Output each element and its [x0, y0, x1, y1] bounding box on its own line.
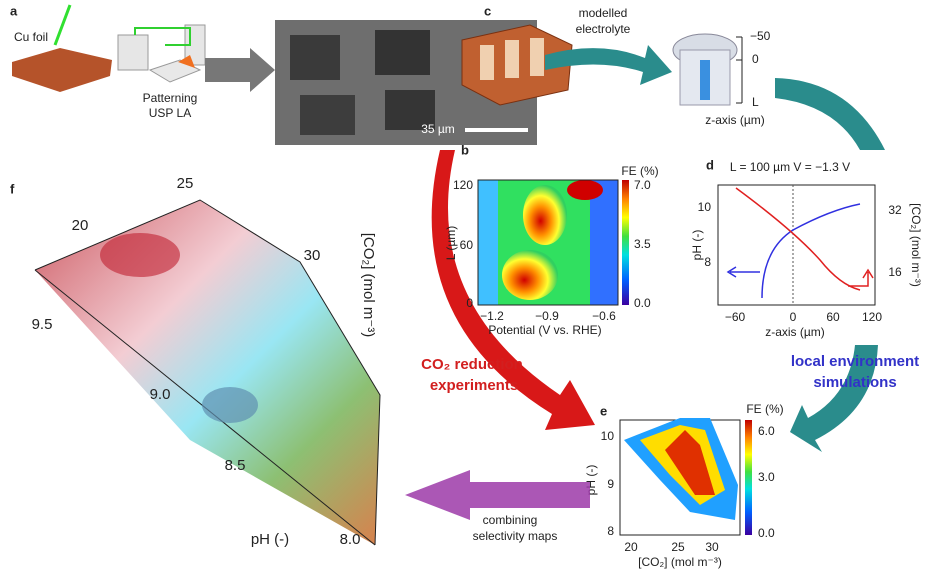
panel-b: b FE (%) 7.0 3.5 0.0 120 60 0 L (µm) −1.… [421, 142, 659, 430]
label: USP LA [149, 106, 191, 120]
tick-label: 60 [460, 238, 474, 252]
process-label: combining [483, 513, 538, 527]
tick-label: 30 [304, 247, 321, 264]
tick-label: 8 [607, 524, 614, 538]
axis-label: [CO₂] (mol m⁻³) [638, 555, 722, 569]
colorbar-title: FE (%) [746, 402, 783, 416]
tick-label: 32 [888, 203, 902, 217]
tick-label: 8 [704, 255, 711, 269]
tick-label: 7.0 [634, 178, 651, 192]
axis-label: [CO₂] (mol m⁻³) [909, 203, 923, 287]
tick-label: 8.0 [340, 531, 361, 548]
tick-label: 6.0 [758, 424, 775, 438]
panel-a: a Cu foil Patterning USP LA [10, 3, 275, 120]
tick-label: 9.5 [32, 316, 53, 333]
axis-label: pH (-) [690, 230, 704, 261]
co2-curve [736, 188, 860, 290]
tick-label: 25 [671, 540, 685, 554]
panel-letter: a [10, 3, 18, 18]
tick-label: 16 [888, 265, 902, 279]
plot-title: L = 100 µm V = −1.3 V [730, 160, 850, 174]
tick-label: 3.5 [634, 237, 651, 251]
tick-label: 120 [862, 310, 882, 324]
tick-label: 10 [698, 200, 712, 214]
label: Cu foil [14, 30, 48, 44]
axis-label: pH (-) [251, 531, 289, 548]
arrow [205, 48, 275, 92]
colorbar [622, 180, 629, 305]
axis-label: L (µm) [444, 226, 458, 260]
tick-label: 10 [601, 429, 615, 443]
panel-letter: b [461, 142, 469, 157]
cu-foil [12, 48, 112, 92]
tick-label: 9 [607, 477, 614, 491]
tick-label: 8.5 [225, 457, 246, 474]
arrow [775, 78, 885, 150]
axis-label: [CO₂] (mol m⁻³) [360, 233, 377, 338]
panel-letter: e [600, 403, 607, 418]
tick-label: −0.9 [535, 309, 559, 323]
axis-label: z-axis (µm) [705, 113, 765, 127]
colorbar [745, 420, 752, 535]
laser [55, 5, 70, 45]
tick-label: 120 [453, 178, 473, 192]
colorbar-title: FE (%) [621, 164, 658, 178]
tick-label: 0 [790, 310, 797, 324]
process-label: simulations [813, 374, 896, 391]
panel-letter: c [484, 3, 491, 18]
tick-label: −50 [750, 29, 771, 43]
label: modelled [579, 6, 628, 20]
panel-d: d L = 100 µm V = −1.3 V 10 8 32 16 −60 0… [690, 157, 923, 452]
tick-label: 20 [72, 217, 89, 234]
process-label: CO₂ reduction [421, 356, 523, 373]
axis-label: z-axis (µm) [765, 325, 825, 339]
tick-label: −60 [725, 310, 746, 324]
panel-c: 35 µm c modelled electrolyte −50 0 L z-a… [275, 3, 885, 150]
tick-label: −1.2 [480, 309, 504, 323]
tick-label: L [752, 95, 759, 109]
tick-label: −0.6 [592, 309, 616, 323]
process-label: selectivity maps [473, 529, 558, 543]
panel-letter: d [706, 157, 714, 172]
tick-label: 0.0 [634, 296, 651, 310]
selectivity-surface [35, 200, 380, 545]
tick-label: 30 [705, 540, 719, 554]
panel-letter: f [10, 181, 15, 196]
tick-label: 9.0 [150, 386, 171, 403]
label: electrolyte [576, 22, 631, 36]
label: Patterning [143, 91, 198, 105]
tick-label: 3.0 [758, 470, 775, 484]
tick-label: 25 [177, 175, 194, 192]
process-label: experiments [430, 377, 518, 394]
panel-f: f 25 20 30 [CO₂] (mol m⁻³) 9.5 9.0 8.5 8… [10, 175, 380, 548]
process-label: local environment [791, 353, 919, 370]
tick-label: 0.0 [758, 526, 775, 540]
figure: a Cu foil Patterning USP LA 35 µm c mode… [0, 0, 930, 570]
panel-e: e FE (%) 6.0 3.0 0.0 10 9 8 pH (-) 20 25… [405, 402, 784, 569]
tick-label: 60 [826, 310, 840, 324]
scale-label: 35 µm [421, 122, 455, 136]
tick-label: 0 [752, 52, 759, 66]
tick-label: 20 [624, 540, 638, 554]
laser-device [118, 35, 148, 70]
axis-label: Potential (V vs. RHE) [488, 323, 601, 337]
tick-label: 0 [466, 296, 473, 310]
